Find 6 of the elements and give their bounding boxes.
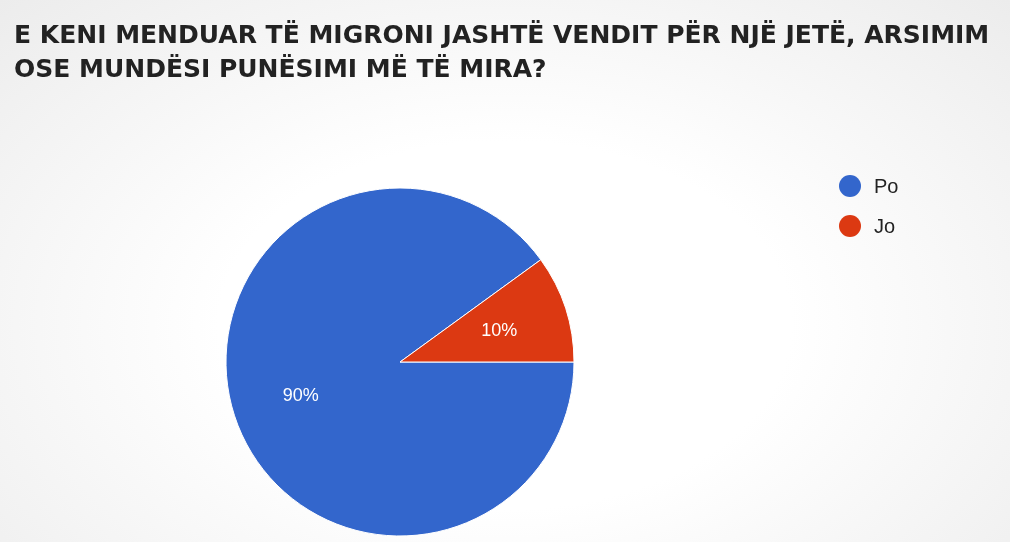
pie-slice xyxy=(225,187,575,537)
data-label: 10% xyxy=(481,320,518,341)
legend-label: Jo xyxy=(874,215,896,237)
chart-title: E KENI MENDUAR TË MIGRONI JASHTË VENDIT PËR NJË JETË, ARSIMIM OSE MUNDËSI PUNËSIMI MË TË MIRA? xyxy=(14,19,991,85)
data-label: 90% xyxy=(282,384,319,405)
legend-label: Po xyxy=(874,175,899,197)
